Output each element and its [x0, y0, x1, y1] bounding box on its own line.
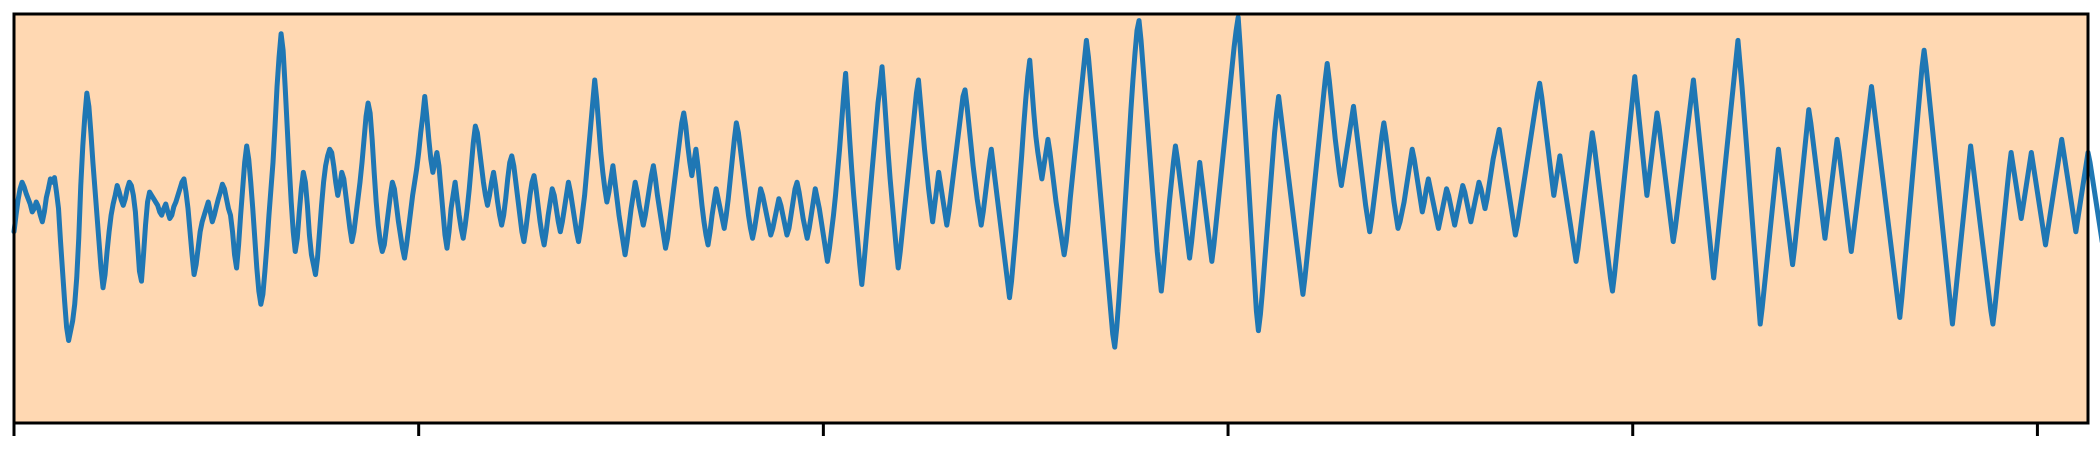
series-line	[11, 14, 2100, 350]
x-axis-ticks	[12, 423, 2039, 436]
plot-background	[14, 14, 2088, 423]
plot-frame	[12, 12, 2090, 425]
